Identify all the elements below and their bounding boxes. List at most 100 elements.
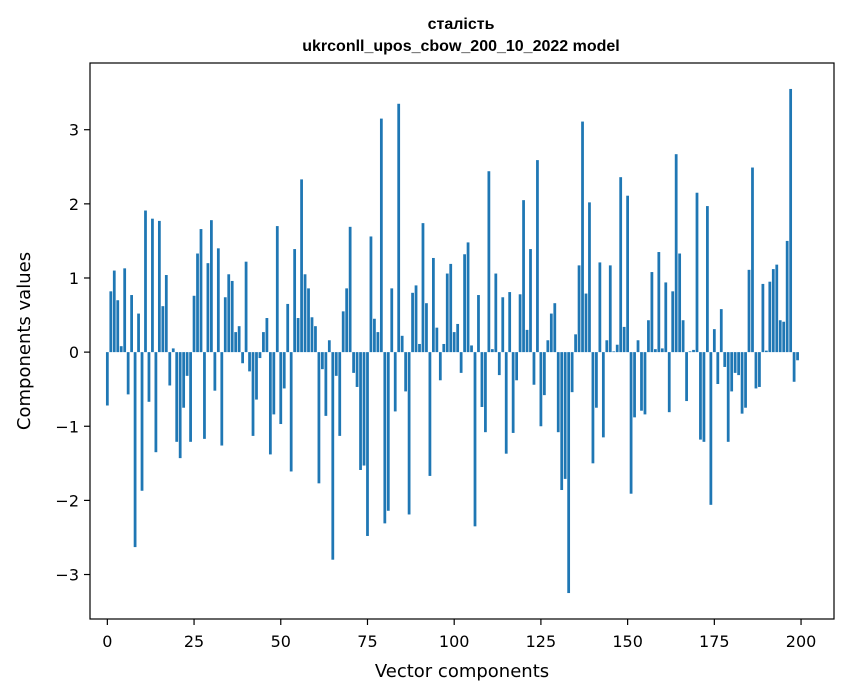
bar-24 [189,352,192,442]
bar-91 [421,223,425,353]
bar-58 [307,288,310,353]
bar-158 [653,349,657,353]
bar-45 [262,332,265,353]
bar-161 [664,282,668,353]
bar-31 [213,352,217,391]
bar-18 [168,352,172,386]
bar-60 [314,326,317,353]
bar-4 [119,346,123,353]
x-tick-label: 125 [526,632,557,651]
bar-54 [293,249,297,353]
bar-92 [425,303,428,353]
bar-51 [282,352,286,389]
bar-105 [470,345,473,353]
bar-57 [303,274,307,353]
bar-71 [352,352,355,373]
bar-98 [445,273,449,353]
bar-17 [164,275,168,353]
bar-111 [490,349,494,353]
bar-191 [768,281,772,353]
bar-150 [626,195,629,353]
bar-168 [688,351,692,353]
bar-74 [362,352,366,466]
bar-126 [542,352,546,396]
x-tick-label: 0 [102,632,112,651]
bar-27 [199,229,203,353]
bar-44 [258,352,262,359]
bar-81 [386,352,390,511]
bar-192 [771,269,775,353]
bar-30 [210,220,213,353]
bar-43 [255,352,258,400]
bar-94 [432,257,435,353]
bar-48 [272,352,276,415]
bar-11 [144,210,147,353]
bar-116 [508,292,512,353]
bar-102 [459,352,463,373]
bar-107 [477,295,480,353]
bar-56 [300,179,303,353]
bar-34 [223,297,227,353]
bar-157 [650,272,654,353]
y-tick-label: 0 [69,343,79,362]
bar-80 [383,352,387,524]
bar-123 [532,352,536,385]
bar-36 [230,280,234,353]
bar-95 [435,327,439,353]
bar-193 [775,264,779,353]
bar-163 [671,291,675,353]
bar-119 [518,294,522,353]
bar-1 [109,291,113,353]
bar-50 [279,352,283,425]
bar-162 [667,352,671,413]
bar-65 [331,352,335,560]
y-axis-label: Components values [14,252,35,430]
bar-125 [539,352,543,427]
y-tick-label: 3 [69,121,79,140]
bar-139 [588,202,591,353]
bar-63 [324,352,328,416]
y-tick-label: 2 [69,195,79,214]
bar-85 [400,335,404,353]
x-tick-label: 50 [271,632,291,651]
bar-197 [789,88,793,353]
bar-14 [154,352,158,453]
bar-178 [723,352,727,367]
x-tick-label: 200 [786,632,817,651]
bar-141 [595,352,598,408]
bar-120 [522,200,525,353]
bar-186 [751,167,754,353]
bar-87 [407,352,411,515]
bar-106 [473,352,477,527]
bar-165 [678,253,682,353]
plot-frame [89,62,835,620]
bar-189 [761,283,765,353]
bar-115 [504,352,508,454]
bars-group [105,88,799,594]
x-tick-label: 75 [357,632,377,651]
bar-93 [428,352,432,476]
bar-38 [237,326,241,353]
bar-9 [137,313,140,353]
bar-184 [744,352,747,408]
bar-136 [577,265,581,353]
bar-100 [452,332,456,353]
bar-104 [466,242,470,353]
bar-101 [456,323,460,353]
bar-132 [563,352,567,479]
bar-190 [764,350,768,353]
bar-99 [449,263,453,353]
bar-172 [702,352,706,442]
x-tick-label: 25 [184,632,204,651]
bar-183 [740,352,744,414]
bar-21 [178,352,182,459]
bar-122 [529,249,532,353]
bar-15 [157,220,161,353]
bar-103 [463,254,466,353]
bar-131 [560,352,564,491]
bar-196 [785,240,789,353]
bar-170 [695,192,699,353]
y-tick-label: −1 [55,417,79,436]
bar-110 [487,171,491,353]
